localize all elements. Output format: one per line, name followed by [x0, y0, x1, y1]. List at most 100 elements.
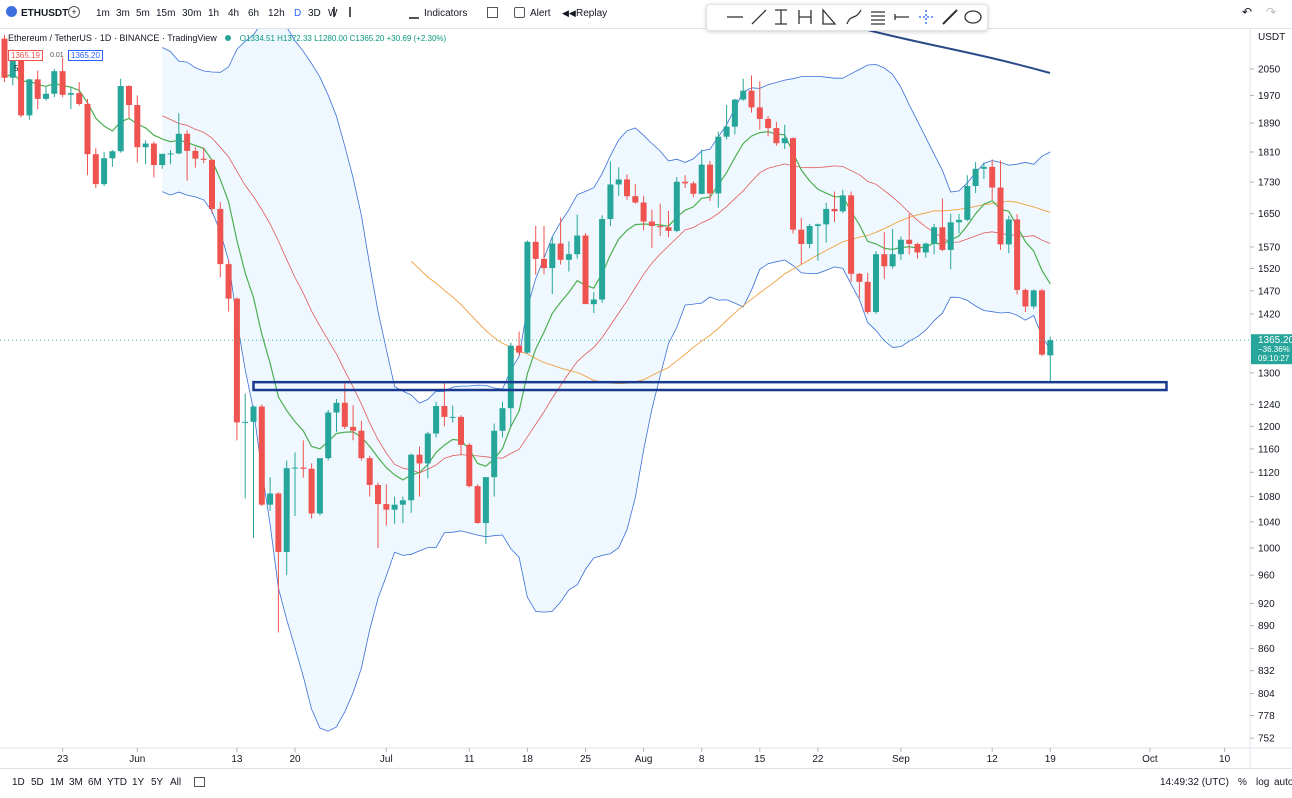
interval-button[interactable]: 3m	[116, 8, 130, 19]
candle-body	[607, 184, 614, 220]
candle-body	[43, 93, 49, 99]
interval-button[interactable]: W	[328, 8, 338, 19]
candle-body	[931, 227, 938, 244]
candle-body	[798, 229, 805, 244]
candle-body	[582, 235, 589, 305]
vertical-tool[interactable]	[775, 9, 787, 25]
candle-body	[698, 164, 705, 194]
replay-button[interactable]: Replay	[576, 8, 608, 19]
range-button[interactable]: 3M	[69, 777, 83, 788]
candle-body	[200, 158, 207, 160]
range-tool[interactable]	[798, 10, 812, 24]
candle-body	[250, 406, 257, 422]
candle-body	[889, 254, 896, 267]
candle-body	[449, 416, 456, 418]
candle-body	[765, 118, 772, 129]
range-button[interactable]: 5D	[31, 777, 44, 788]
date-range-button[interactable]	[194, 777, 205, 787]
x-tick-label: 19	[1045, 754, 1057, 765]
currency-label[interactable]: USDT	[1258, 32, 1285, 43]
y-tick-label: 832	[1258, 666, 1275, 677]
interval-button[interactable]: D	[294, 8, 302, 19]
drawing-toolbar	[706, 4, 988, 31]
candle-body	[383, 504, 390, 510]
range-button[interactable]: YTD	[107, 777, 127, 788]
candle-body	[109, 151, 116, 159]
last-price-label: 1365.20	[1258, 335, 1292, 346]
candle-body	[184, 133, 191, 151]
y-tick-label: 2050	[1258, 64, 1281, 75]
y-tick-label: 960	[1258, 571, 1275, 582]
triangle-tool[interactable]	[822, 8, 837, 25]
undo-button[interactable]: ↶	[1242, 5, 1253, 19]
interval-button[interactable]: 12h	[268, 8, 285, 19]
x-tick-label: 11	[464, 754, 475, 765]
y-tick-label: 1000	[1258, 543, 1281, 554]
candle-body	[839, 195, 846, 212]
chart-type-button[interactable]	[333, 7, 351, 17]
interval-button[interactable]: 6h	[248, 8, 260, 19]
templates-button[interactable]	[487, 7, 498, 18]
candle-body	[574, 235, 581, 255]
range-button[interactable]: 1D	[12, 777, 25, 788]
legend-title: Ethereum / TetherUS · 1D · BINANCE · Tra…	[8, 33, 217, 43]
bollinger-lower	[162, 191, 1051, 732]
symbol-icon	[6, 6, 17, 17]
quantity: 5	[14, 64, 19, 73]
y-tick-label: 1240	[1258, 400, 1281, 411]
candle-body	[640, 202, 647, 222]
log-toggle[interactable]: log	[1256, 777, 1270, 788]
candle-body	[175, 133, 182, 154]
crosshair-tool[interactable]	[919, 10, 933, 24]
candle-body	[864, 281, 871, 313]
candle-body	[491, 430, 498, 478]
y-tick-label: 1520	[1258, 264, 1281, 275]
buy-price[interactable]: 1365.20	[68, 50, 103, 61]
interval-button[interactable]: 3D	[308, 8, 321, 19]
range-button[interactable]: 1Y	[132, 777, 145, 788]
symbol[interactable]: ETHUSDT	[21, 8, 69, 19]
interval-button[interactable]: 5m	[136, 8, 150, 19]
candle-body	[814, 224, 821, 226]
y-tick-label: 890	[1258, 621, 1275, 632]
candle-body	[76, 93, 83, 104]
x-tick-label: 25	[580, 754, 592, 765]
x-tick-label: Oct	[1142, 754, 1158, 765]
range-button[interactable]: All	[170, 777, 182, 788]
trend-line-tool[interactable]	[751, 9, 767, 25]
redo-button[interactable]: ↷	[1266, 5, 1277, 19]
percent-toggle[interactable]: %	[1238, 777, 1247, 788]
alert-button[interactable]: Alert	[530, 8, 551, 19]
y-tick-label: 1420	[1258, 309, 1281, 320]
candle-body	[34, 79, 41, 99]
interval-button[interactable]: 1h	[208, 8, 220, 19]
interval-button[interactable]: 15m	[156, 8, 176, 19]
range-button[interactable]: 6M	[88, 777, 102, 788]
brush-tool[interactable]	[942, 9, 958, 25]
curve-tool[interactable]	[846, 9, 862, 25]
interval-button[interactable]: 4h	[228, 8, 240, 19]
candle-body	[433, 406, 440, 434]
x-tick-label: Sep	[892, 754, 910, 765]
indicators-button[interactable]: Indicators	[424, 8, 468, 19]
last-price-box	[1251, 334, 1292, 365]
ellipse-tool[interactable]	[964, 10, 982, 24]
range-button[interactable]: 1M	[50, 777, 64, 788]
candle-body	[233, 298, 240, 423]
x-tick-label: 8	[699, 754, 705, 765]
candle-body	[416, 454, 423, 464]
compare-button[interactable]: +	[68, 6, 80, 18]
y-tick-label: 920	[1258, 599, 1275, 610]
interval-button[interactable]: 1m	[96, 8, 110, 19]
y-tick-label: 1970	[1258, 91, 1281, 102]
candle-body	[831, 208, 838, 212]
candle-body	[648, 221, 655, 226]
interval-button[interactable]: 30m	[182, 8, 202, 19]
candle-body	[9, 55, 16, 78]
range-button[interactable]: 5Y	[151, 777, 164, 788]
sell-price[interactable]: 1365.19	[8, 50, 43, 61]
fib-tool[interactable]	[871, 11, 885, 25]
auto-toggle[interactable]: auto	[1274, 777, 1292, 788]
ray-tool[interactable]	[894, 14, 909, 20]
